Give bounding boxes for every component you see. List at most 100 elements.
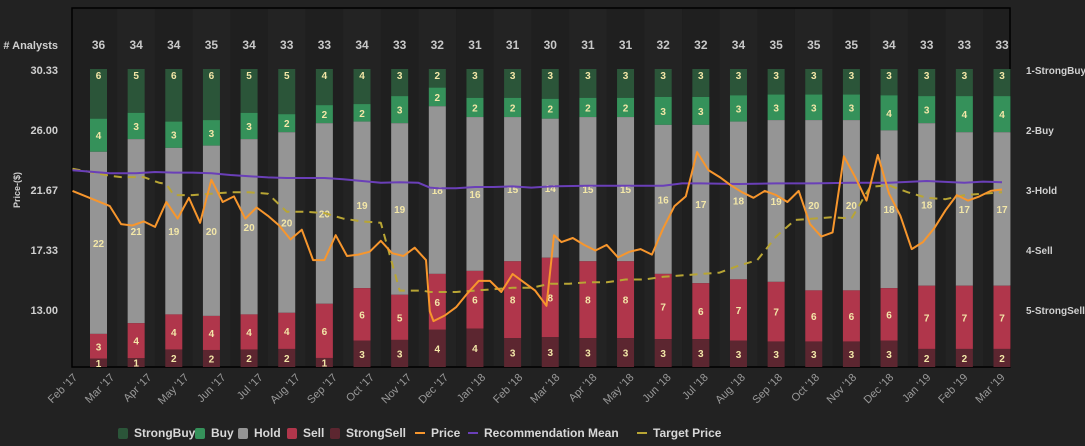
bar-segment-sell[interactable] (165, 314, 183, 350)
bar-segment-hold[interactable] (127, 139, 145, 324)
legend-item-buy[interactable]: Buy (195, 424, 234, 442)
bar-segment-strongbuy[interactable] (466, 69, 484, 98)
bar-segment-strongsell[interactable] (127, 358, 145, 367)
bar-segment-strongsell[interactable] (391, 339, 409, 367)
bar-segment-hold[interactable] (391, 123, 409, 295)
bar-segment-buy[interactable] (278, 114, 296, 133)
bar-segment-buy[interactable] (165, 121, 183, 148)
bar-segment-hold[interactable] (805, 120, 823, 291)
bar-segment-strongsell[interactable] (165, 349, 183, 367)
bar-segment-strongsell[interactable] (767, 341, 785, 367)
bar-segment-sell[interactable] (993, 285, 1011, 349)
bar-segment-buy[interactable] (692, 96, 710, 125)
bar-segment-strongbuy[interactable] (315, 69, 333, 106)
bar-segment-sell[interactable] (654, 273, 672, 340)
bar-segment-buy[interactable] (729, 95, 747, 122)
bar-segment-strongbuy[interactable] (880, 69, 898, 96)
bar-segment-strongbuy[interactable] (90, 69, 107, 119)
bar-segment-strongbuy[interactable] (617, 69, 635, 98)
bar-segment-buy[interactable] (993, 96, 1011, 133)
bar-segment-hold[interactable] (504, 117, 522, 262)
bar-segment-strongsell[interactable] (880, 340, 898, 367)
bar-segment-strongsell[interactable] (504, 338, 522, 367)
bar-segment-buy[interactable] (918, 96, 936, 124)
bar-segment-sell[interactable] (692, 283, 710, 340)
bar-segment-sell[interactable] (353, 288, 371, 341)
bar-segment-buy[interactable] (880, 95, 898, 131)
bar-segment-strongsell[interactable] (541, 337, 559, 367)
bar-segment-strongbuy[interactable] (240, 69, 258, 113)
bar-segment-strongbuy[interactable] (692, 69, 710, 97)
line-price[interactable] (72, 151, 1003, 323)
legend-item-price[interactable]: Price (415, 424, 460, 442)
bar-segment-buy[interactable] (504, 97, 522, 118)
bar-segment-buy[interactable] (842, 94, 860, 121)
bar-segment-buy[interactable] (240, 112, 258, 140)
bar-segment-sell[interactable] (202, 315, 220, 350)
bar-segment-buy[interactable] (315, 105, 333, 124)
legend-item-sell[interactable]: Sell (287, 424, 324, 442)
bar-segment-hold[interactable] (466, 117, 484, 271)
bar-segment-sell[interactable] (579, 261, 597, 339)
bar-segment-buy[interactable] (391, 96, 409, 124)
bar-segment-buy[interactable] (541, 98, 559, 119)
bar-segment-strongsell[interactable] (202, 349, 220, 367)
bar-segment-sell[interactable] (767, 281, 785, 342)
bar-segment-hold[interactable] (90, 151, 107, 334)
bar-segment-sell[interactable] (466, 270, 484, 329)
bar-segment-buy[interactable] (767, 94, 785, 121)
legend-item-target-price[interactable]: Target Price (637, 424, 721, 442)
bar-segment-buy[interactable] (466, 97, 484, 118)
bar-segment-strongbuy[interactable] (842, 69, 860, 95)
bar-segment-strongbuy[interactable] (955, 69, 973, 97)
line-target-price[interactable] (72, 167, 1003, 293)
bar-segment-buy[interactable] (353, 104, 371, 122)
bar-segment-hold[interactable] (579, 117, 597, 262)
bar-segment-strongsell[interactable] (842, 341, 860, 367)
bar-segment-buy[interactable] (617, 97, 635, 118)
bar-segment-hold[interactable] (918, 123, 936, 286)
bar-segment-strongbuy[interactable] (202, 69, 220, 121)
bar-segment-hold[interactable] (353, 121, 371, 289)
bar-segment-sell[interactable] (880, 288, 898, 341)
bar-segment-hold[interactable] (541, 118, 559, 258)
bar-segment-strongbuy[interactable] (278, 69, 296, 115)
bar-segment-strongsell[interactable] (579, 338, 597, 367)
line-recommendation-mean[interactable] (72, 169, 1003, 190)
bar-segment-strongsell[interactable] (353, 340, 371, 367)
bar-segment-buy[interactable] (127, 112, 145, 140)
bar-segment-strongbuy[interactable] (353, 69, 371, 105)
bar-segment-buy[interactable] (579, 97, 597, 118)
bar-segment-hold[interactable] (729, 121, 747, 280)
bar-segment-hold[interactable] (617, 117, 635, 262)
legend-item-hold[interactable]: Hold (238, 424, 281, 442)
bar-segment-sell[interactable] (315, 303, 333, 358)
bar-segment-strongsell[interactable] (955, 348, 973, 367)
bar-segment-buy[interactable] (90, 118, 107, 152)
bar-segment-strongsell[interactable] (315, 357, 333, 367)
bar-segment-buy[interactable] (654, 96, 672, 125)
bar-segment-strongsell[interactable] (692, 339, 710, 367)
bar-segment-hold[interactable] (955, 132, 973, 286)
bar-segment-sell[interactable] (805, 290, 823, 342)
bar-segment-strongsell[interactable] (993, 348, 1011, 367)
bar-segment-sell[interactable] (729, 279, 747, 341)
bar-segment-strongsell[interactable] (428, 329, 446, 367)
bar-segment-strongbuy[interactable] (654, 69, 672, 97)
bar-segment-sell[interactable] (918, 285, 936, 349)
bar-segment-strongsell[interactable] (278, 348, 296, 367)
bar-segment-strongbuy[interactable] (165, 69, 183, 122)
bar-segment-strongbuy[interactable] (579, 69, 597, 98)
bar-segment-hold[interactable] (240, 139, 258, 315)
legend-item-strongbuy[interactable]: StrongBuy (118, 424, 195, 442)
bar-segment-strongsell[interactable] (90, 358, 107, 367)
bar-segment-strongbuy[interactable] (391, 69, 409, 97)
bar-segment-strongsell[interactable] (654, 339, 672, 367)
bar-segment-strongsell[interactable] (805, 341, 823, 367)
bar-segment-strongbuy[interactable] (428, 69, 446, 88)
bar-segment-strongbuy[interactable] (918, 69, 936, 97)
bar-segment-hold[interactable] (767, 120, 785, 282)
bar-segment-hold[interactable] (993, 132, 1011, 286)
bar-segment-buy[interactable] (955, 96, 973, 133)
legend-item-recommendation-mean[interactable]: Recommendation Mean (468, 424, 619, 442)
